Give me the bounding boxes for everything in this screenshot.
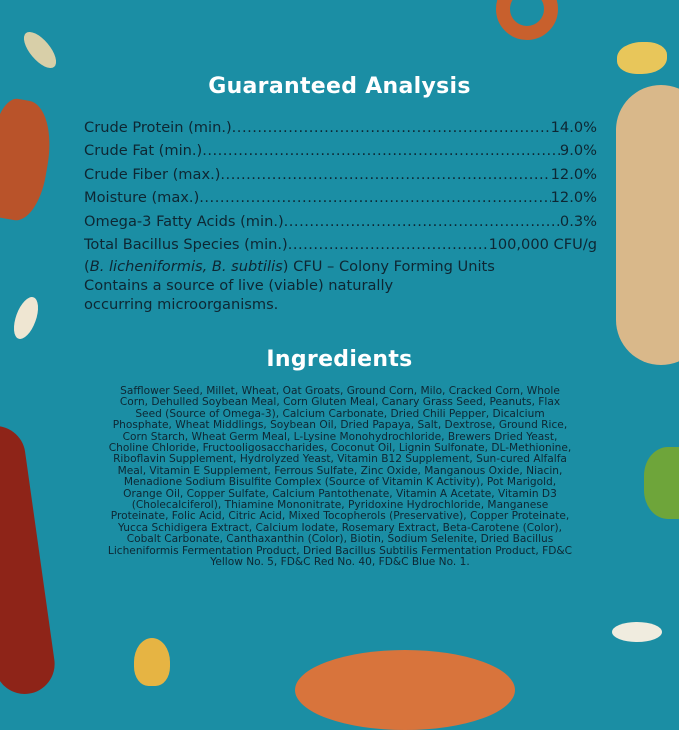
ingredients-line: Yellow No. 5, FD&C Red No. 40, FD&C Blue… xyxy=(210,556,470,569)
ingredients-line: Riboflavin Supplement, Hydrolyzed Yeast,… xyxy=(113,453,567,466)
ingredients-line: Seed (Source of Omega-3), Calcium Carbon… xyxy=(135,407,545,420)
row-value: 12.0% xyxy=(550,165,597,183)
analysis-row: Omega-3 Fatty Acids (min.) 0.3% xyxy=(84,210,597,233)
ingredients-line: Orange Oil, Copper Sulfate, Calcium Pant… xyxy=(123,487,557,500)
row-value: 9.0% xyxy=(559,142,597,160)
note-line-1: (B. licheniformis, B. subtilis) CFU – Co… xyxy=(84,258,495,275)
row-value: 100,000 CFU/g xyxy=(488,235,597,253)
row-value: 0.3% xyxy=(559,212,597,230)
row-label: Crude Protein (min.) xyxy=(84,119,232,136)
analysis-note: (B. licheniformis, B. subtilis) CFU – Co… xyxy=(84,257,604,314)
papaya-chunk-image xyxy=(0,95,58,225)
species-names: B. licheniformis, B. subtilis xyxy=(89,258,283,275)
dot-leader xyxy=(202,139,560,162)
dot-leader xyxy=(232,116,551,139)
sunflower-seed-image xyxy=(18,26,62,74)
ingredients-line: Menadione Sodium Bisulfite Complex (Sour… xyxy=(123,476,557,489)
analysis-table: Crude Protein (min.) 14.0% Crude Fat (min… xyxy=(84,116,597,256)
note-line-2: Contains a source of live (viable) natur… xyxy=(84,277,394,294)
dot-leader xyxy=(199,186,550,209)
corn-kernel-image-2 xyxy=(134,638,170,686)
ingredients-line: Yucca Schidigera Extract, Calcium Iodate… xyxy=(118,521,562,534)
ingredients-line: Meal, Vitamin E Supplement, Ferrous Sulf… xyxy=(117,464,563,477)
peanut-image xyxy=(616,85,679,365)
row-label: Total Bacillus Species (min.) xyxy=(84,235,288,253)
row-label: Omega-3 Fatty Acids (min.) xyxy=(84,212,284,230)
papaya-disc-image xyxy=(295,650,515,730)
row-label: Crude Fat (min.) xyxy=(84,142,203,160)
note-line-3: occurring microorganisms. xyxy=(84,296,279,313)
ingredients-line: Proteinate, Folic Acid, Citric Acid, Mix… xyxy=(110,510,570,523)
analysis-row: Crude Protein (min.) 14.0% xyxy=(84,116,597,139)
row-value: 12.0% xyxy=(550,189,597,207)
row-label: Crude Fiber (max.) xyxy=(84,165,221,183)
ingredients-line: (Cholecalciferol), Thiamine Mononitrate,… xyxy=(131,499,549,512)
chili-pepper-image xyxy=(0,422,59,698)
ingredients-line: Licheniformis Fermentation Product, Drie… xyxy=(107,544,573,557)
analysis-row: Moisture (max.) 12.0% xyxy=(84,186,597,209)
dot-leader xyxy=(284,210,560,233)
ingredients-line: Phosphate, Wheat Middlings, Soybean Oil,… xyxy=(112,419,568,432)
ingredients-line: Corn, Dehulled Soybean Meal, Corn Gluten… xyxy=(119,396,561,409)
cfu-definition: CFU – Colony Forming Units xyxy=(293,258,495,275)
ingredients-list: Safflower Seed, Millet, Wheat, Oat Groat… xyxy=(60,385,620,569)
ingredients-title: Ingredients xyxy=(266,347,413,372)
green-pellet-image xyxy=(644,447,679,519)
dot-leader xyxy=(220,163,550,186)
ingredients-line: Safflower Seed, Millet, Wheat, Oat Groat… xyxy=(120,385,560,397)
fruit-ring-image xyxy=(496,0,558,40)
row-label: Moisture (max.) xyxy=(84,189,200,207)
guaranteed-analysis-title: Guaranteed Analysis xyxy=(208,74,471,99)
analysis-row: Crude Fiber (max.) 12.0% xyxy=(84,163,597,186)
row-value: 14.0% xyxy=(550,119,597,136)
analysis-row: Crude Fat (min.) 9.0% xyxy=(84,139,597,162)
ingredients-line: Cobalt Carbonate, Canthaxanthin (Color),… xyxy=(126,533,554,546)
dot-leader xyxy=(288,233,489,256)
ingredients-line: Corn Starch, Wheat Germ Meal, L-Lysine M… xyxy=(122,430,558,443)
ingredients-line: Choline Chloride, Fructooligosaccharides… xyxy=(108,442,572,455)
seed-image xyxy=(9,293,43,343)
seed-image-2 xyxy=(612,622,662,642)
analysis-row: Total Bacillus Species (min.) 100,000 CFU… xyxy=(84,233,597,256)
corn-kernel-image xyxy=(617,42,667,74)
